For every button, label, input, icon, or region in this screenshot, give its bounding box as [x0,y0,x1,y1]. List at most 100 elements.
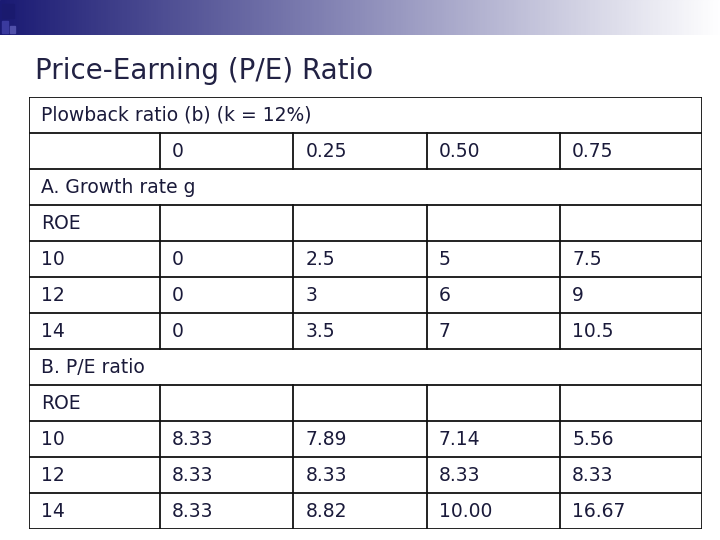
Bar [629,0,631,35]
Bar [502,0,504,35]
Text: 0.25: 0.25 [305,141,347,161]
Bar [468,0,470,35]
Bar [408,0,410,35]
Bar [684,0,686,35]
Text: A. Growth rate g: A. Growth rate g [41,178,195,197]
Bar [333,0,336,35]
Bar [101,0,103,35]
Bar [24,0,27,35]
Bar [614,0,617,35]
Bar [576,0,578,35]
Bar [91,0,94,35]
Bar [252,0,254,35]
Text: 7.5: 7.5 [572,249,602,269]
Bar [2,3,14,17]
Text: ROE: ROE [41,394,81,413]
Bar [31,0,34,35]
Text: 10.5: 10.5 [572,322,613,341]
Bar [142,0,144,35]
Text: 8.33: 8.33 [172,502,214,521]
Bar [324,0,326,35]
Bar [238,0,240,35]
Bar [290,0,293,35]
Bar [646,0,648,35]
Bar [326,0,329,35]
Bar [297,0,300,35]
Bar [497,0,499,35]
Bar [564,0,567,35]
Bar [2,21,8,33]
Bar [329,0,331,35]
Bar [715,0,718,35]
Bar [48,0,50,35]
Bar [374,0,377,35]
Bar [487,0,490,35]
Bar [621,0,624,35]
Bar [29,0,31,35]
Bar [667,0,670,35]
Text: 0: 0 [172,322,184,341]
Bar [482,0,485,35]
Bar [693,0,696,35]
Bar [14,0,17,35]
Bar [317,0,319,35]
Bar [547,0,549,35]
Bar [405,0,408,35]
Bar [701,0,703,35]
Bar [261,0,264,35]
Bar [655,0,657,35]
Bar [425,0,427,35]
Text: 0: 0 [172,141,184,161]
Text: 10.00: 10.00 [438,502,492,521]
Bar [384,0,387,35]
Bar [346,0,348,35]
Bar [506,0,509,35]
Bar [437,0,439,35]
Text: 7.14: 7.14 [438,430,480,449]
Bar [305,0,307,35]
Bar [516,0,518,35]
Bar [562,0,564,35]
Bar [264,0,266,35]
Bar [703,0,706,35]
Text: 16.67: 16.67 [572,502,626,521]
Bar [641,0,643,35]
Bar [401,0,403,35]
Bar [593,0,595,35]
Bar [271,0,274,35]
Text: 12: 12 [41,286,65,305]
Bar [430,0,432,35]
Bar [574,0,576,35]
Bar [617,0,619,35]
Bar [156,0,158,35]
Text: 7.89: 7.89 [305,430,347,449]
Bar [254,0,257,35]
Bar [379,0,382,35]
Text: 8.33: 8.33 [172,430,214,449]
Bar [247,0,250,35]
Bar [9,0,12,35]
Text: 14: 14 [41,502,65,521]
Bar [67,0,70,35]
Bar [713,0,715,35]
Bar [178,0,180,35]
Text: 0: 0 [172,286,184,305]
Bar [706,0,708,35]
Bar [554,0,557,35]
Text: Plowback ratio (b) (k = 12%): Plowback ratio (b) (k = 12%) [41,106,312,125]
Bar [391,0,394,35]
Bar [533,0,535,35]
Bar [569,0,571,35]
Bar [585,0,588,35]
Text: 5: 5 [438,249,451,269]
Bar [612,0,614,35]
Bar [610,0,612,35]
Bar [307,0,310,35]
Bar [149,0,151,35]
Bar [221,0,223,35]
Bar [415,0,418,35]
Bar [225,0,228,35]
Bar [475,0,477,35]
Bar [634,0,636,35]
Bar [295,0,297,35]
